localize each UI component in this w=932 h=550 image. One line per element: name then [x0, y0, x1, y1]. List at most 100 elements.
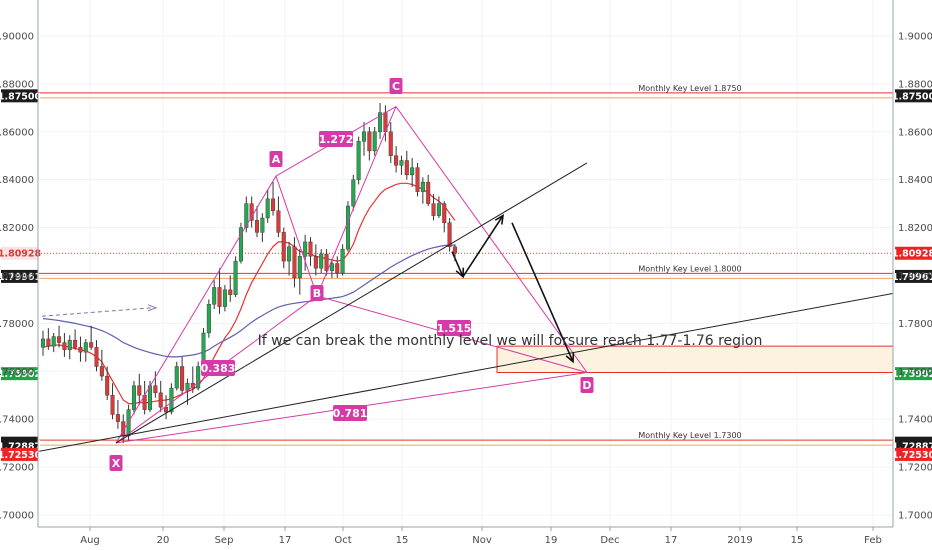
ratio-3-badge: [333, 405, 367, 421]
price-tag-left: [1, 447, 38, 461]
pattern-point-a-badge: [269, 151, 283, 167]
candle-body: [78, 347, 83, 353]
projection-path-rise: [462, 215, 504, 278]
x-tick-label: 17: [665, 535, 678, 546]
candle-body: [394, 155, 399, 166]
x-tick-label: Oct: [334, 535, 351, 546]
pattern-point-d-badge: [580, 377, 594, 393]
ratio-0-badge: [319, 131, 353, 147]
projection-path-drop: [451, 251, 464, 277]
x-tick-label: Dec: [600, 535, 619, 546]
y-tick-label-right: 1.88000: [898, 79, 932, 90]
y-tick-label-left: 1.80000: [0, 271, 34, 282]
pattern-leg-xa: [115, 175, 277, 444]
candle-body: [415, 167, 420, 192]
price-tag-right-text: 1.80928: [892, 249, 932, 260]
y-tick-label-right: 1.82000: [898, 223, 932, 234]
x-tick-label: 17: [279, 535, 292, 546]
price-tag-right: [895, 367, 932, 381]
candle-body: [335, 263, 340, 274]
y-tick-label-right: 1.80000: [898, 271, 932, 282]
candle-body: [238, 227, 243, 262]
key-levels-layer: Monthly Key Level 1.8750 Monthly Key Leve…: [38, 84, 893, 446]
candle-body: [287, 246, 292, 262]
price-tag-right-text: 1.87500: [892, 91, 932, 102]
y-tick-label-left: 1.72000: [0, 463, 34, 474]
candle-body: [131, 385, 136, 410]
pattern-point-a-text: A: [272, 153, 281, 166]
y-tick-label-left: 1.84000: [0, 175, 34, 186]
price-tag-right-text: 1.79961: [892, 272, 932, 283]
pattern-point-x-badge: [109, 455, 123, 471]
candle-body: [399, 160, 404, 166]
x-tick-label: 15: [396, 535, 409, 546]
candle-body: [431, 203, 436, 216]
candle-body: [313, 256, 318, 269]
candle-body: [51, 336, 56, 347]
x-tick-label: 2019: [727, 535, 752, 546]
y-tick-label-left: 1.74000: [0, 415, 34, 426]
candle-body: [46, 338, 51, 347]
candle-body: [67, 339, 72, 350]
price-tag-right: [895, 89, 932, 103]
y-tick-label-right: 1.74000: [898, 415, 932, 426]
price-tag-right-text: 1.72887: [892, 441, 932, 452]
x-tick-label: Sep: [215, 535, 234, 546]
candle-body: [351, 179, 356, 207]
price-tag-left: [1, 246, 38, 260]
y-tick-label-right: 1.90000: [898, 31, 932, 42]
pattern-point-c-badge: [389, 78, 403, 94]
y-tick-label-right: 1.72000: [898, 463, 932, 474]
candle-body: [137, 385, 142, 396]
candle-body: [94, 347, 99, 367]
candle-body: [233, 260, 238, 295]
candle-body: [362, 131, 367, 142]
y-tick-label-right: 1.78000: [898, 319, 932, 330]
candle-body: [222, 289, 227, 307]
y-tick-label-left: 1.78000: [0, 319, 34, 330]
x-tick-label: Nov: [472, 535, 492, 546]
ratio-1-badge: [201, 360, 235, 376]
candle-body: [319, 253, 324, 269]
candle-body: [340, 248, 345, 274]
trend-line-upper: [115, 162, 588, 444]
ratio-1-text: 0.383: [201, 362, 236, 375]
candle-body: [388, 131, 393, 156]
price-tag-left-text: 1.80928: [0, 249, 42, 260]
candle-body: [158, 392, 163, 408]
target-zone-layer: [496, 345, 894, 373]
price-tag-right: [895, 447, 932, 461]
dashed-projection-arrowhead: [147, 304, 158, 312]
x-tick-label: Feb: [864, 535, 882, 546]
moving-average-line: [42, 182, 456, 405]
candle-body: [260, 217, 265, 233]
candle-body: [372, 131, 377, 152]
pattern-leg-ab: [275, 175, 318, 297]
candle-body: [308, 241, 313, 257]
price-tag-right-text: 1.72530: [892, 450, 932, 461]
y-tick-label-right: 1.84000: [898, 175, 932, 186]
candle-body: [345, 205, 350, 250]
key-level-label: Monthly Key Level 1.8750: [638, 84, 741, 93]
candle-body: [73, 339, 78, 348]
moving-average-line: [42, 244, 455, 358]
candle-body: [174, 366, 179, 389]
target-zone: [496, 345, 894, 373]
candle-body: [169, 387, 174, 413]
candle-body: [206, 304, 211, 334]
candle-body: [367, 131, 372, 152]
candle-body: [110, 395, 115, 415]
pattern-point-b-badge: [310, 285, 324, 301]
candle-body: [83, 342, 88, 353]
candle-body: [180, 366, 185, 391]
ratio-0-text: 1.272: [319, 133, 354, 146]
price-tag-left-text: 1.72887: [0, 441, 41, 452]
price-tag-right-text: 1.75902: [892, 369, 932, 380]
price-tag-left: [1, 269, 38, 283]
projection-arrowhead-2: [494, 214, 505, 225]
pattern-point-b-text: B: [313, 287, 321, 300]
candle-body: [420, 181, 425, 192]
grid: [38, 0, 893, 527]
